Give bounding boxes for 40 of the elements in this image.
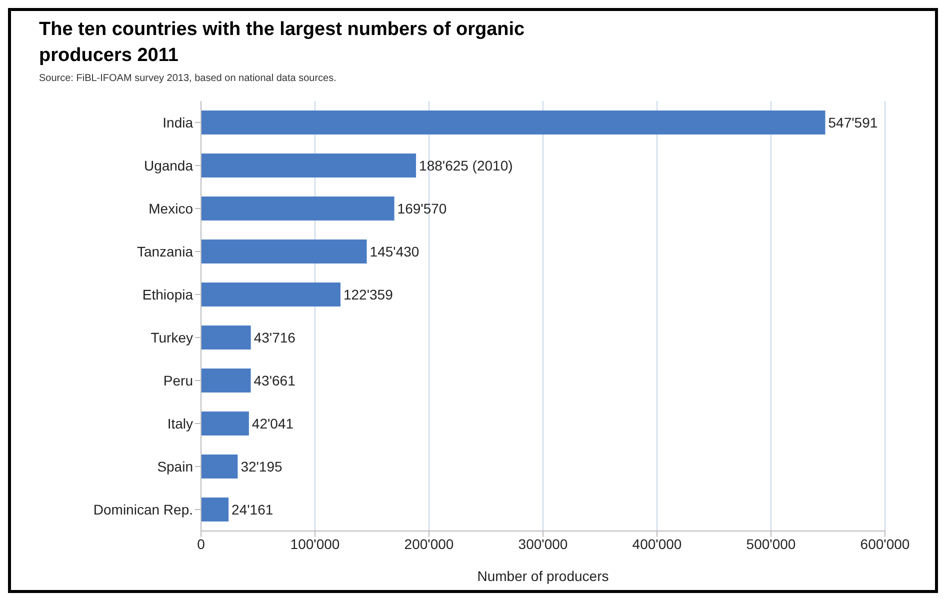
x-tick-label: 600'000: [860, 536, 910, 552]
y-tick-label: Spain: [157, 458, 193, 474]
x-tick-label: 100'000: [290, 536, 340, 552]
y-tick-label: Tanzania: [136, 243, 194, 260]
bar: [201, 454, 238, 478]
data-label: 169'570: [397, 200, 447, 216]
bar: [201, 368, 251, 392]
bar: [201, 325, 251, 350]
data-label: 145'430: [370, 243, 420, 260]
x-tick-label: 300'000: [518, 536, 568, 552]
y-tick-label: Mexico: [148, 200, 194, 216]
bar: [201, 411, 249, 436]
bar: [201, 196, 394, 220]
x-tick-label: 400'000: [632, 536, 682, 552]
y-tick-label: Ethiopia: [142, 286, 194, 302]
data-label: 122'359: [343, 286, 394, 302]
y-tick-label: Peru: [163, 372, 193, 388]
y-tick-label: Italy: [167, 415, 193, 432]
y-tick-label: Dominican Rep.: [93, 501, 193, 518]
data-label: 24'161: [232, 501, 274, 518]
data-label: 32'195: [240, 458, 283, 474]
bar: [201, 239, 367, 264]
data-label: 188'625 (2010): [419, 157, 513, 174]
data-label: 547'591: [828, 114, 878, 130]
x-tick-label: 500'000: [746, 536, 796, 552]
y-tick-label: Uganda: [144, 157, 194, 174]
bar: [201, 282, 340, 306]
bar: [201, 153, 416, 178]
x-tick-label: 0: [197, 536, 206, 552]
y-tick-label: India: [162, 114, 194, 130]
data-label: 43'716: [254, 329, 296, 346]
x-axis-title: Number of producers: [477, 568, 609, 584]
y-tick-label: Turkey: [150, 329, 193, 346]
data-label: 43'661: [254, 372, 296, 388]
data-label: 42'041: [252, 415, 294, 432]
x-tick-label: 200'000: [404, 536, 454, 552]
source-note: Source: FiBL-IFOAM survey 2013, based on national data sources.: [39, 73, 336, 84]
bar: [201, 110, 826, 134]
bar: [201, 497, 229, 522]
chart-title: The ten countries with the largest numbers of organic producers 2011: [39, 18, 526, 68]
